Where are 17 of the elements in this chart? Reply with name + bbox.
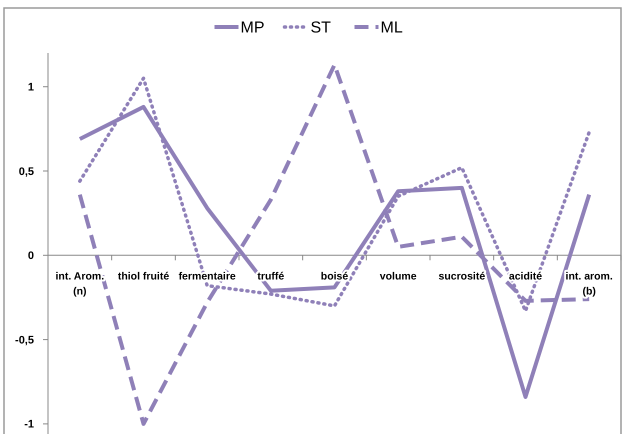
legend-label: MP xyxy=(240,20,264,37)
x-tick-label: int. Arom. (n) xyxy=(56,270,104,298)
x-tick-label: int. arom. (b) xyxy=(566,270,613,298)
y-tick-label: 0,5 xyxy=(18,166,34,178)
x-tick-label: acidité xyxy=(508,270,542,282)
y-tick-label: 0 xyxy=(28,250,34,262)
x-tick-label: fermentaire xyxy=(178,270,236,282)
x-tick-label: sucrosité xyxy=(438,270,486,282)
legend-label: ST xyxy=(310,20,332,37)
y-tick-label: 1 xyxy=(28,82,34,94)
x-tick-label: volume xyxy=(380,270,417,282)
x-tick-label: truffé xyxy=(257,270,284,282)
legend-label: ML xyxy=(380,20,403,37)
y-tick-label: -1 xyxy=(24,418,34,431)
x-tick-label: thiol fruité xyxy=(118,270,170,282)
y-tick-label: -0,5 xyxy=(15,334,34,346)
x-tick-label: boisé xyxy=(320,270,348,282)
